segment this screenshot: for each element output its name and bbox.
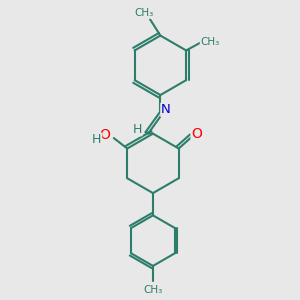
Text: H: H xyxy=(133,123,142,136)
Text: CH₃: CH₃ xyxy=(134,8,154,18)
Text: H: H xyxy=(92,133,102,146)
Text: CH₃: CH₃ xyxy=(143,285,163,295)
Text: N: N xyxy=(161,103,171,116)
Text: O: O xyxy=(99,128,110,142)
Text: O: O xyxy=(191,127,202,141)
Text: CH₃: CH₃ xyxy=(200,37,220,46)
